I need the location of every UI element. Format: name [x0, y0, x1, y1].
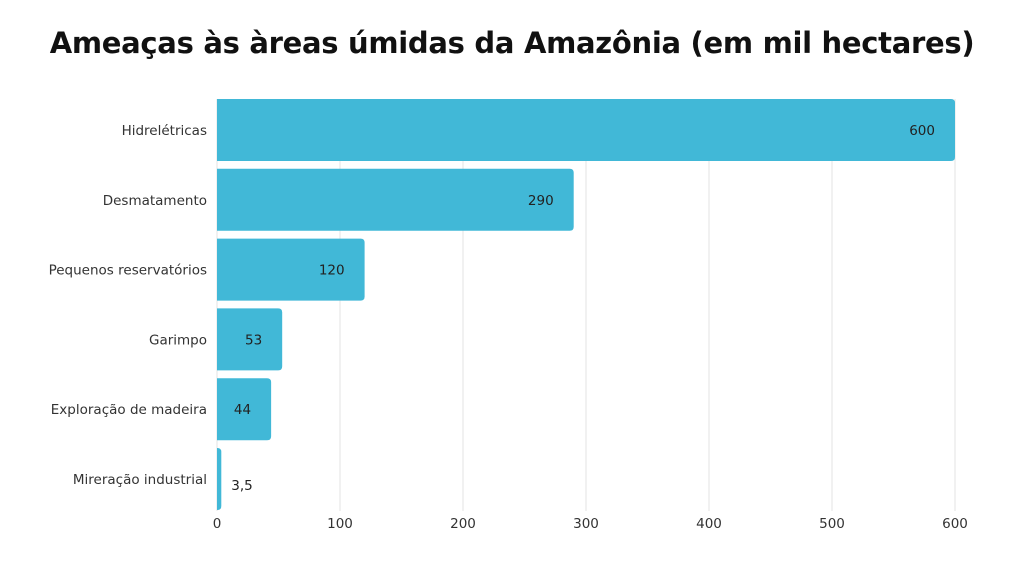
category-label: Desmatamento	[103, 193, 207, 209]
category-label: Hidrelétricas	[122, 123, 207, 139]
x-tick-label: 500	[819, 516, 845, 532]
x-tick-label: 300	[573, 516, 599, 532]
category-label: Mireração industrial	[73, 472, 207, 488]
data-label: 53	[245, 332, 262, 348]
bar	[217, 308, 283, 371]
category-label: Pequenos reservatórios	[49, 263, 207, 279]
data-label: 120	[319, 263, 345, 279]
x-tick-label: 200	[450, 516, 476, 532]
x-tick-label: 400	[696, 516, 722, 532]
bar	[217, 448, 222, 510]
data-label: 44	[234, 402, 251, 418]
bar	[217, 378, 272, 441]
chart-title: Ameaças às àreas úmidas da Amazônia (em …	[49, 26, 975, 60]
bar	[217, 99, 955, 161]
data-label: 600	[909, 123, 935, 139]
category-label: Exploração de madeira	[51, 402, 207, 418]
x-tick-label: 100	[327, 516, 353, 532]
data-label: 3,5	[231, 478, 252, 494]
bar	[217, 238, 365, 301]
data-label: 290	[528, 193, 554, 209]
category-label: Garimpo	[149, 332, 207, 348]
x-tick-label: 600	[942, 516, 968, 532]
x-tick-label: 0	[213, 516, 222, 532]
bar	[217, 168, 574, 231]
